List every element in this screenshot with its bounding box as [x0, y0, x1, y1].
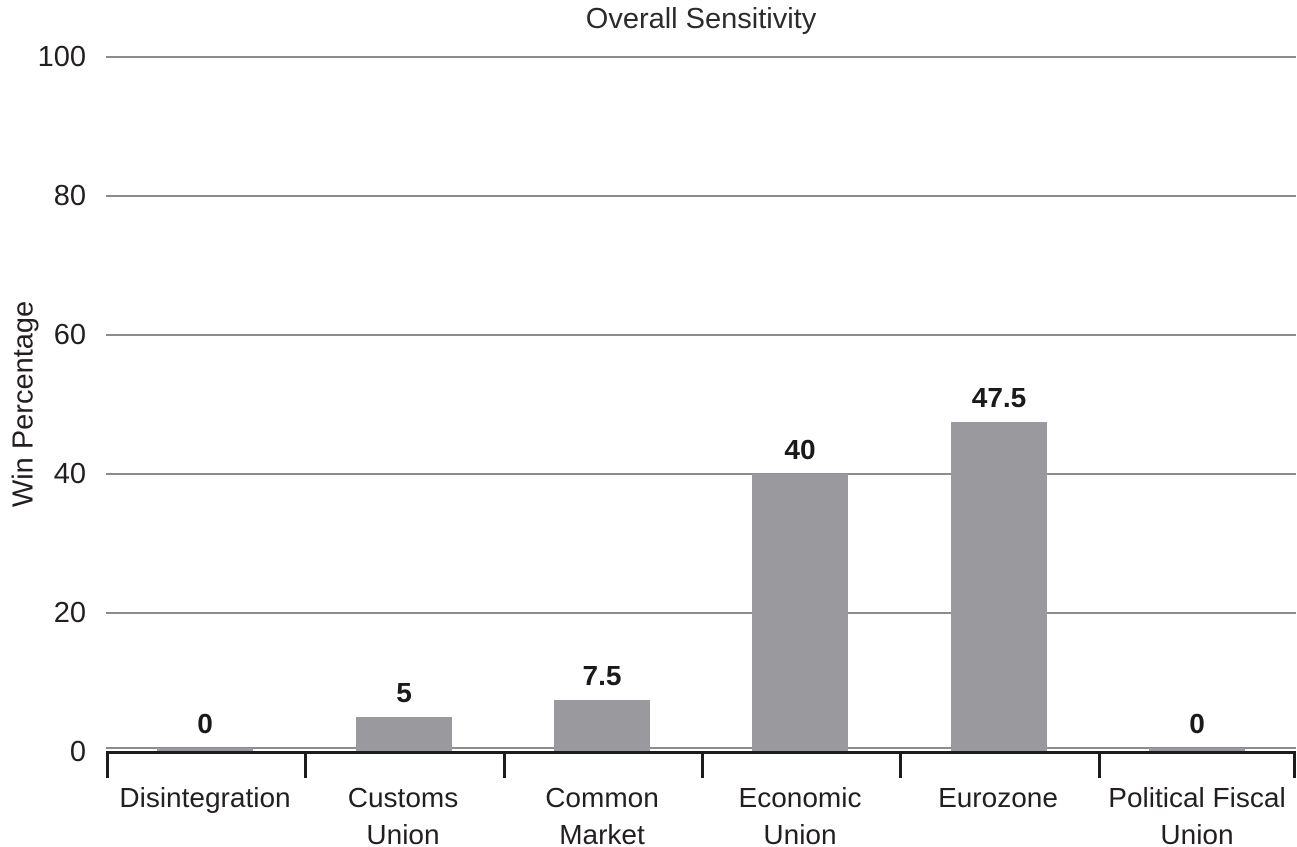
gridline-y-60 [106, 334, 1296, 336]
y-tick-label-80: 80 [53, 180, 86, 212]
bar-value-label-1: 5 [396, 677, 412, 708]
y-tick-label-100: 100 [37, 41, 86, 73]
gridline-y-80 [106, 195, 1296, 197]
y-tick-label-60: 60 [53, 319, 86, 351]
bar-value-label-5: 0 [1189, 708, 1205, 739]
x-tick-3 [701, 751, 704, 778]
bar-value-label-3: 40 [784, 434, 816, 465]
x-tick-2 [503, 751, 506, 778]
category-label-2: Common Market [545, 782, 659, 847]
y-tick-label-0: 0 [69, 736, 86, 768]
category-label-1: Customs Union [347, 782, 459, 847]
bar-2 [554, 700, 650, 752]
bar-4 [951, 422, 1047, 752]
bar-1 [356, 717, 452, 752]
gridline-y-40 [106, 473, 1296, 475]
category-label-5: Political Fiscal Union [1108, 782, 1286, 847]
gridline-y-20 [106, 612, 1296, 614]
category-label-3: Economic Union [738, 782, 862, 847]
gridline-y-0 [106, 747, 1296, 749]
category-label-4: Eurozone [938, 782, 1058, 813]
y-tick-label-20: 20 [53, 597, 86, 629]
x-tick-1 [304, 751, 307, 778]
chart-title: Overall Sensitivity [585, 3, 817, 35]
x-tick-5 [1098, 751, 1101, 778]
bar-value-label-0: 0 [197, 708, 213, 739]
bar-value-label-2: 7.5 [582, 660, 622, 691]
y-tick-label-40: 40 [53, 458, 86, 490]
gridline-y-100 [106, 56, 1296, 58]
bar-3 [752, 474, 848, 752]
bar-0 [157, 748, 253, 752]
x-tick-6 [1293, 751, 1296, 778]
x-tick-4 [899, 751, 902, 778]
category-label-0: Disintegration [119, 782, 291, 813]
bar-5 [1149, 748, 1245, 752]
x-tick-0 [106, 751, 109, 778]
bar-value-label-4: 47.5 [971, 382, 1027, 413]
